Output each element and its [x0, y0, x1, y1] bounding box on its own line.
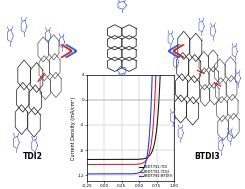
Line: PBDT-TS1:BTDI3: PBDT-TS1:BTDI3 — [87, 0, 174, 174]
PBDT-TS1:BTDI3 — [144, 164, 147, 166]
Text: TDI2: TDI2 — [23, 152, 43, 161]
Legend: PBDT-TS1:TDI, PBDT-TS1:TDI2, PBDT-TS1:BTDI3: PBDT-TS1:TDI, PBDT-TS1:TDI2, PBDT-TS1:BT… — [139, 165, 173, 179]
Text: BTDI3: BTDI3 — [194, 152, 220, 161]
Polygon shape — [173, 45, 184, 57]
Polygon shape — [61, 45, 72, 57]
PBDT-TS1:TDI — [86, 158, 88, 161]
PBDT-TS1:BTDI3 — [151, 65, 154, 67]
Line: PBDT-TS1:TDI2: PBDT-TS1:TDI2 — [87, 0, 174, 164]
Polygon shape — [65, 45, 76, 57]
PBDT-TS1:TDI2 — [86, 163, 88, 166]
PBDT-TS1:TDI2 — [151, 133, 154, 135]
PBDT-TS1:TDI2 — [137, 163, 140, 165]
Line: PBDT-TS1:TDI: PBDT-TS1:TDI — [87, 0, 174, 160]
PBDT-TS1:TDI — [108, 158, 111, 161]
PBDT-TS1:TDI2 — [101, 163, 104, 166]
PBDT-TS1:TDI — [125, 158, 128, 161]
PBDT-TS1:BTDI3 — [86, 173, 88, 175]
PBDT-TS1:TDI — [101, 158, 104, 161]
PBDT-TS1:BTDI3 — [101, 173, 104, 175]
PBDT-TS1:BTDI3 — [125, 173, 128, 175]
Y-axis label: Current Density (mA/cm²): Current Density (mA/cm²) — [71, 96, 76, 160]
PBDT-TS1:TDI2 — [108, 163, 111, 166]
PBDT-TS1:TDI — [144, 157, 147, 160]
PBDT-TS1:TDI2 — [125, 163, 128, 166]
PBDT-TS1:TDI2 — [144, 160, 147, 163]
PBDT-TS1:TDI — [137, 158, 140, 160]
PBDT-TS1:BTDI3 — [137, 172, 140, 174]
PBDT-TS1:TDI — [151, 149, 154, 152]
PBDT-TS1:BTDI3 — [108, 173, 111, 175]
Polygon shape — [169, 45, 180, 57]
